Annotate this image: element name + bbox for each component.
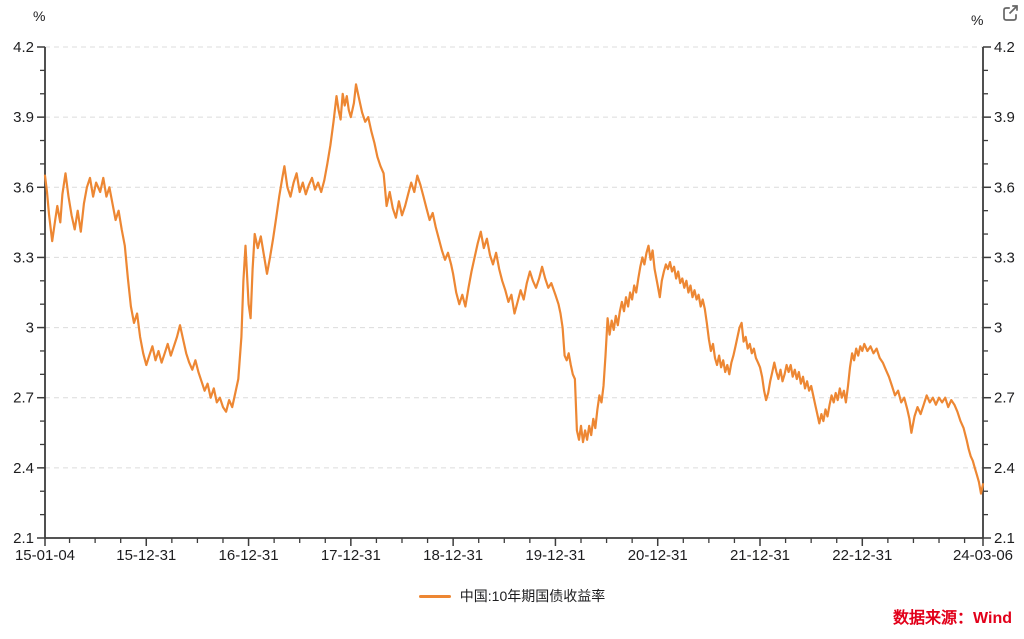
svg-text:4.2: 4.2: [13, 39, 34, 56]
svg-text:2.4: 2.4: [13, 460, 34, 477]
svg-text:2.7: 2.7: [13, 390, 34, 407]
legend[interactable]: 中国:10年期国债收益率: [0, 585, 1024, 607]
svg-text:21-12-31: 21-12-31: [730, 547, 790, 564]
svg-text:22-12-31: 22-12-31: [832, 547, 892, 564]
svg-text:3.3: 3.3: [13, 249, 34, 266]
svg-text:3.9: 3.9: [13, 109, 34, 126]
external-link-icon[interactable]: [999, 2, 1021, 24]
svg-text:4.2: 4.2: [994, 39, 1015, 56]
svg-text:2.7: 2.7: [994, 390, 1015, 407]
svg-text:18-12-31: 18-12-31: [423, 547, 483, 564]
svg-text:3: 3: [26, 320, 34, 337]
svg-text:24-03-06: 24-03-06: [953, 547, 1013, 564]
svg-text:20-12-31: 20-12-31: [628, 547, 688, 564]
svg-text:17-12-31: 17-12-31: [321, 547, 381, 564]
svg-text:3.9: 3.9: [994, 109, 1015, 126]
axes: [44, 47, 984, 539]
y-axis-unit-left: %: [33, 8, 46, 24]
data-source-note: 数据来源：Wind: [893, 610, 1012, 627]
svg-text:16-12-31: 16-12-31: [219, 547, 279, 564]
yield-line: [43, 83, 985, 495]
svg-text:3.6: 3.6: [13, 179, 34, 196]
svg-text:3.3: 3.3: [994, 249, 1015, 266]
y-axis-unit-right: %: [971, 12, 984, 28]
svg-text:3: 3: [994, 320, 1002, 337]
svg-text:15-01-04: 15-01-04: [15, 547, 75, 564]
axis-tick-labels: 4.2 4.2 3.9 3.9 3.6 3.6 3.3 3.3 3 3 2.7 2.7 2.4 2.4 2.…: [13, 39, 1015, 564]
svg-text:2.4: 2.4: [994, 460, 1015, 477]
svg-text:19-12-31: 19-12-31: [525, 547, 585, 564]
gridlines: [45, 46, 983, 469]
legend-label: 中国:10年期国债收益率: [459, 588, 606, 604]
axis-ticks: [37, 46, 991, 546]
svg-text:15-12-31: 15-12-31: [116, 547, 176, 564]
legend-line-swatch: [418, 594, 451, 598]
svg-text:2.1: 2.1: [994, 530, 1015, 547]
svg-text:2.1: 2.1: [13, 530, 34, 547]
svg-text:3.6: 3.6: [994, 179, 1015, 196]
